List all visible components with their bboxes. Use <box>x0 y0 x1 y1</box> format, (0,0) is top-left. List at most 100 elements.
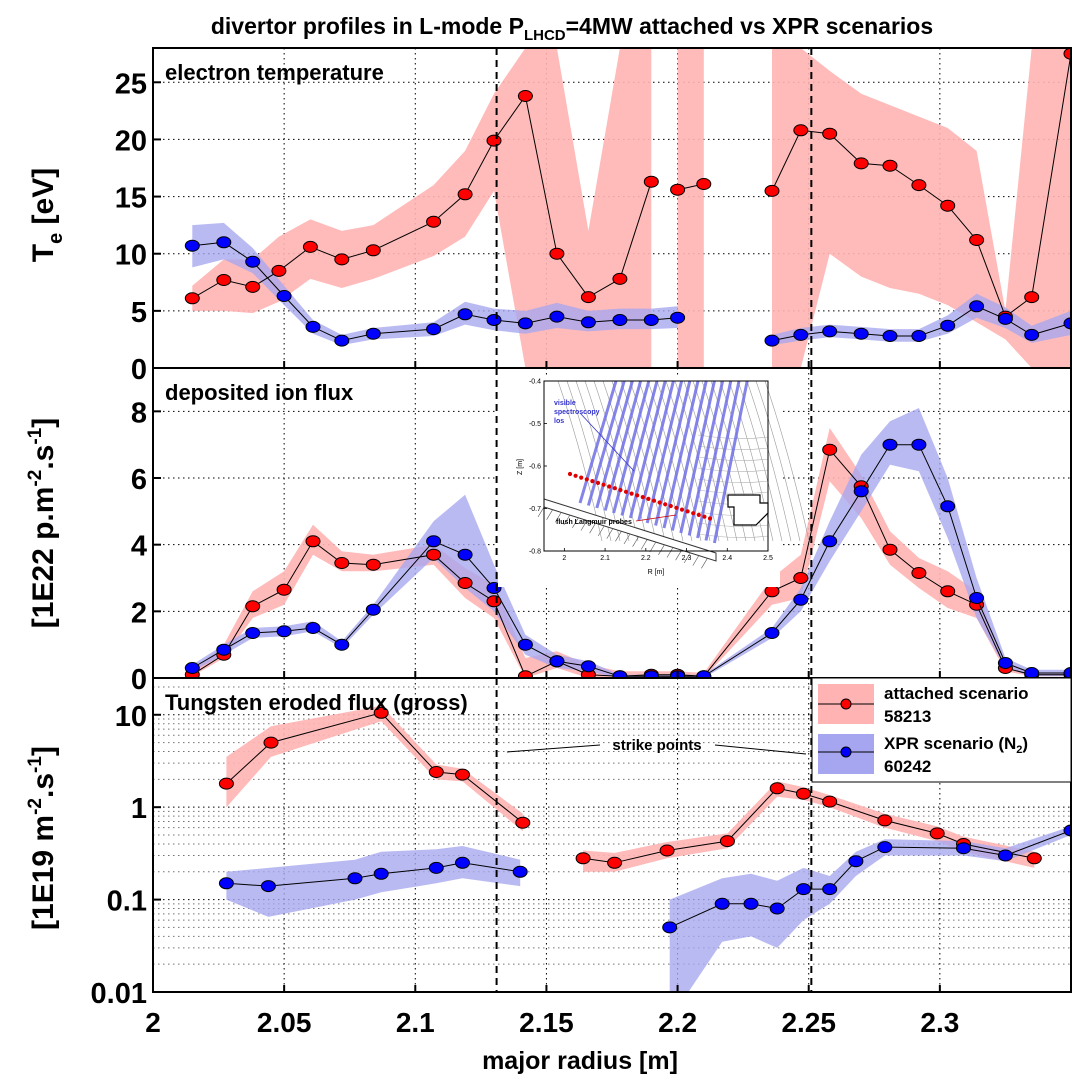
te-y-tick-label: 15 <box>115 183 147 215</box>
inset-target-tile-edge <box>658 544 665 555</box>
tungsten-attached-point <box>769 782 785 795</box>
flux-ylabel-post: ] <box>27 418 60 428</box>
te-attached-point <box>216 274 232 286</box>
inset-x-tick-label: 2.2 <box>641 555 651 562</box>
legend-xpr-label-post: ) <box>1022 734 1028 753</box>
flux-ylabel-mid: .s <box>27 445 60 470</box>
inset-probe-marker <box>685 509 690 514</box>
inset-sightlines <box>578 380 749 544</box>
flux-xpr-point <box>612 670 628 678</box>
te-attached-point <box>853 157 869 170</box>
tungsten-attached-point <box>263 736 279 749</box>
flux-attached-point <box>882 543 898 556</box>
figure-title: divertor profiles in L-mode PLHCD=4MW at… <box>211 13 933 44</box>
flux-ylabel-sup1: -2 <box>25 470 46 487</box>
inset-sightline <box>679 380 716 534</box>
inset-sightline <box>662 380 700 529</box>
tungsten-xpr-point <box>347 872 363 885</box>
flux-xpr-point <box>822 535 838 548</box>
x-tick-label: 2.15 <box>519 1007 574 1038</box>
inset-los-pointer <box>579 412 635 472</box>
te-attached-point <box>822 127 838 140</box>
inset-probe-marker <box>573 473 578 478</box>
title-sub: LHCD <box>524 27 566 44</box>
tungsten-ylabel-sup1: -2 <box>25 798 46 815</box>
te-xpr-point <box>580 316 596 329</box>
inset-probe-marker <box>668 503 673 509</box>
inset-sightline <box>586 380 626 506</box>
legend-xpr-label-pre: XPR scenario (N <box>884 734 1016 753</box>
strike-pointer-left <box>506 744 601 753</box>
flux-attached-point <box>517 670 533 678</box>
inset-probe-marker <box>595 480 601 485</box>
inset-target-tile-edge <box>640 539 648 550</box>
flux-y-tick-label: 0 <box>131 664 147 696</box>
tungsten-attached-point <box>796 787 811 800</box>
inset-sightline <box>578 380 618 504</box>
flux-attached-point <box>365 558 381 571</box>
inset-probe-marker <box>579 475 584 480</box>
te-attached-point <box>271 264 287 277</box>
inset-langmuir-probes <box>567 471 713 521</box>
flux-xpr-point <box>911 438 927 451</box>
te-attached-point <box>1024 291 1040 304</box>
tungsten-xpr-point <box>997 849 1013 862</box>
te-attached-error-band <box>192 48 652 368</box>
te-attached-point <box>882 159 898 172</box>
te-attached-point <box>457 188 473 201</box>
te-xpr-point <box>1063 317 1071 330</box>
te-y-tick-label: 25 <box>115 68 147 100</box>
te-attached-point <box>1063 48 1071 60</box>
inset-probe-marker <box>612 486 617 491</box>
te-xpr-point <box>764 334 780 347</box>
flux-y-tick-label: 2 <box>131 597 147 629</box>
tungsten-xpr-point <box>769 902 785 915</box>
te-attached-point <box>696 178 712 190</box>
inset-sightline <box>696 380 733 539</box>
legend-xpr-marker <box>840 746 852 758</box>
inset-sightline <box>595 380 634 509</box>
tungsten-panel-label: Tungsten eroded flux (gross) <box>165 690 468 715</box>
flux-xpr-point <box>549 655 565 668</box>
te-xpr-point <box>997 312 1013 325</box>
inset-target-tile-edge <box>580 520 588 531</box>
flux-attached-point <box>245 600 261 613</box>
inset-probe-marker <box>646 496 651 501</box>
inset-target-tile-edge <box>572 517 579 528</box>
inset-axes: 2 2.1 2.2 2.3 2.4 2.5 -0.4 -0.5 -0.6 -0.7 -0.8 <box>529 379 773 563</box>
x-tick-label: 2.1 <box>396 1007 435 1038</box>
flux-xpr-point <box>580 660 596 673</box>
tungsten-y-tick-label: 10 <box>115 701 147 733</box>
tungsten-xpr-point <box>455 856 470 869</box>
tungsten-attached-point <box>929 827 945 840</box>
te-attached-error-band <box>677 48 704 368</box>
inset-flux-surface-line <box>593 380 639 542</box>
inset-x-tick-label: 2.4 <box>722 555 732 562</box>
te-xpr-point <box>822 325 838 338</box>
inset-target-tile-edge <box>683 552 691 564</box>
te-xpr-point <box>334 334 350 347</box>
inset-y-tick-label: -0.4 <box>529 379 541 386</box>
tungsten-flux-panel: 0.01 0.1 1 10 Tungsten eroded flux (gross) <box>91 677 1072 1010</box>
flux-plot-area <box>184 408 1071 678</box>
tungsten-attached-point <box>607 856 623 869</box>
flux-attached-point <box>793 572 809 584</box>
tungsten-y-tick-label: 0.1 <box>107 886 147 918</box>
inset-flux-surface-line <box>697 445 769 450</box>
flux-xpr-point <box>245 627 261 639</box>
flux-ylabel-pre: [1E22 p.m <box>27 487 60 629</box>
inset-flux-surface-line <box>611 380 657 542</box>
te-attached-point <box>334 253 350 266</box>
flux-y-tick-label: 4 <box>131 531 147 563</box>
inset-x-tick-label: 2.5 <box>763 555 773 562</box>
inset-x-tick-label: 2.1 <box>600 555 610 562</box>
tungsten-attached-point <box>659 844 675 857</box>
flux-attached-point <box>426 548 442 561</box>
te-xpr-point <box>612 314 628 326</box>
tungsten-xpr-point <box>373 867 389 880</box>
inset-probe-marker <box>657 500 662 505</box>
inset-target-tile-edge <box>675 550 682 561</box>
tungsten-attached-series-line <box>226 712 524 824</box>
x-tick-label: 2.3 <box>920 1007 959 1038</box>
tungsten-attached-point <box>373 706 389 719</box>
